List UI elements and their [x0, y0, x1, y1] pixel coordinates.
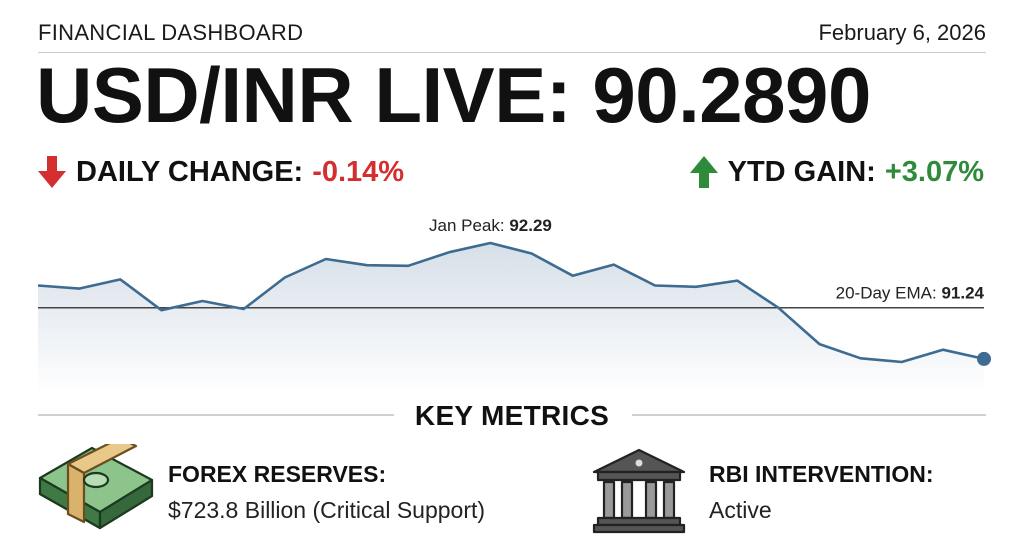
metrics-divider-right: [632, 414, 986, 416]
metrics-divider-left: [38, 414, 394, 416]
ytd-gain-value: +3.07%: [884, 155, 984, 188]
peak-annotation: Jan Peak: 92.29: [429, 216, 552, 235]
date-label: February 6, 2026: [818, 20, 986, 45]
daily-change-stat: DAILY CHANGE: -0.14%: [38, 152, 404, 192]
peak-annotation-label: Jan Peak:: [429, 216, 505, 235]
header-bar: FINANCIAL DASHBOARD February 6, 2026: [38, 18, 986, 53]
headline-rate: USD/INR LIVE: 90.2890: [36, 51, 871, 139]
forex-reserves-title: FOREX RESERVES:: [168, 461, 387, 487]
ema-annotation-value: 91.24: [941, 284, 984, 303]
ema-annotation: 20-Day EMA: 91.24: [836, 284, 985, 303]
rate-chart: Jan Peak: 92.29 20-Day EMA: 91.24: [37, 216, 991, 395]
money-stack-icon: [38, 444, 154, 530]
arrow-up-icon: [689, 156, 718, 188]
ema-annotation-label: 20-Day EMA:: [836, 284, 937, 303]
rbi-intervention-value: Active: [709, 497, 772, 523]
section-label: FINANCIAL DASHBOARD: [38, 20, 304, 45]
series-line: [37, 241, 985, 364]
key-metrics-title: KEY METRICS: [414, 400, 610, 431]
last-point-marker: [977, 351, 991, 366]
arrow-down-icon: [38, 156, 66, 188]
daily-change-label: DAILY CHANGE:: [76, 155, 304, 188]
bank-building-icon: [592, 448, 686, 534]
forex-reserves-value: $723.8 Billion (Critical Support): [168, 497, 486, 523]
daily-change-value: -0.14%: [312, 155, 405, 188]
ytd-gain-label: YTD GAIN:: [727, 155, 876, 188]
peak-annotation-value: 92.29: [509, 216, 552, 235]
series-area-fill: [38, 243, 984, 395]
ytd-gain-stat: YTD GAIN: +3.07%: [689, 152, 984, 192]
rbi-intervention-title: RBI INTERVENTION:: [709, 461, 934, 487]
